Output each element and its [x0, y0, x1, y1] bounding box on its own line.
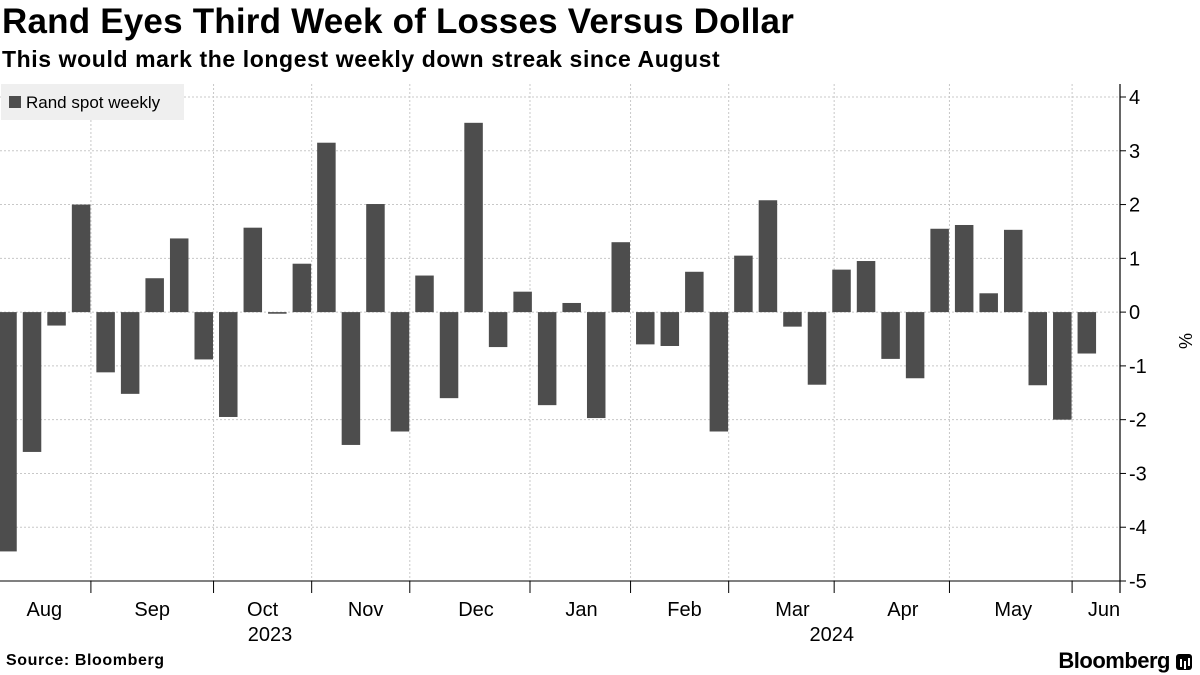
bar [783, 312, 802, 327]
bloomberg-chart-icon [1176, 654, 1192, 670]
x-month-label: Jun [1088, 599, 1120, 621]
bar [341, 312, 361, 445]
x-month-label: Oct [247, 599, 279, 621]
chart-subtitle: This would mark the longest weekly down … [2, 46, 721, 72]
y-tick-label: 4 [1129, 87, 1140, 109]
bar [1028, 312, 1048, 386]
y-tick-label: -4 [1129, 517, 1147, 539]
bar [758, 200, 778, 313]
x-month-label: May [994, 599, 1032, 621]
y-tick-label: -2 [1129, 410, 1147, 432]
bar [807, 312, 827, 385]
y-tick-label: 2 [1129, 195, 1140, 217]
bar [366, 204, 385, 313]
x-year-label: 2024 [809, 624, 854, 646]
y-tick-label: -1 [1129, 356, 1147, 378]
bars [0, 122, 1097, 552]
bar [586, 312, 606, 419]
bar [145, 278, 164, 313]
bar [488, 312, 508, 348]
y-tick-label: -3 [1129, 463, 1147, 485]
y-tick-label: 0 [1129, 302, 1140, 324]
bar [734, 255, 753, 313]
x-month-label: Nov [348, 599, 384, 621]
bar [562, 302, 581, 313]
bar [317, 142, 336, 313]
source-note: Source: Bloomberg [6, 652, 165, 669]
bar [268, 312, 287, 314]
brand-logo: Bloomberg [1058, 648, 1192, 674]
bar [1053, 312, 1072, 420]
bar [537, 312, 557, 406]
brand-text: Bloomberg [1058, 648, 1170, 673]
bar [219, 312, 238, 417]
y-axis-unit-label: % [1175, 333, 1195, 349]
bar [1003, 229, 1023, 313]
bar [954, 224, 974, 313]
x-month-label: Sep [134, 599, 170, 621]
bar [513, 291, 532, 313]
bar [881, 312, 900, 359]
bar [194, 312, 213, 360]
bar [1077, 312, 1097, 354]
bar [636, 312, 655, 345]
bar [169, 238, 189, 313]
bar [415, 275, 434, 313]
bar [120, 312, 140, 394]
chart-title: Rand Eyes Third Week of Losses Versus Do… [2, 2, 795, 41]
x-month-label: Feb [667, 599, 701, 621]
bar [856, 261, 876, 313]
y-tick-label: -5 [1129, 571, 1147, 593]
legend: Rand spot weekly [1, 84, 184, 120]
y-tick-label: 1 [1129, 248, 1140, 270]
bar [47, 312, 66, 326]
bar [390, 312, 410, 432]
bar [832, 269, 851, 313]
x-year-label: 2023 [248, 624, 293, 646]
bar [439, 312, 459, 399]
bar [979, 293, 998, 313]
x-month-label: Jan [565, 599, 597, 621]
x-month-label: Aug [26, 599, 62, 621]
x-month-label: Mar [775, 599, 810, 621]
axes: 4 3 2 1 0 -1 -2 -3 -4 -5% Aug Sep Oct Nov Dec Jan Feb Mar… [0, 84, 1195, 646]
bar [243, 227, 263, 313]
legend-swatch [9, 96, 21, 108]
bar [292, 263, 312, 313]
bar [71, 204, 91, 313]
bar [709, 312, 729, 432]
bar [930, 228, 949, 313]
bar [611, 242, 630, 313]
y-tick-label: 3 [1129, 141, 1140, 163]
bar [96, 312, 115, 373]
bar [905, 312, 925, 379]
x-month-label: Apr [887, 599, 918, 621]
bar [685, 271, 704, 313]
x-month-label: Dec [458, 599, 494, 621]
legend-box [1, 84, 184, 120]
legend-label: Rand spot weekly [26, 93, 161, 112]
gridlines [0, 84, 1120, 582]
bar [464, 122, 483, 313]
bar [0, 312, 17, 552]
bar [22, 312, 42, 452]
bar [660, 312, 680, 346]
